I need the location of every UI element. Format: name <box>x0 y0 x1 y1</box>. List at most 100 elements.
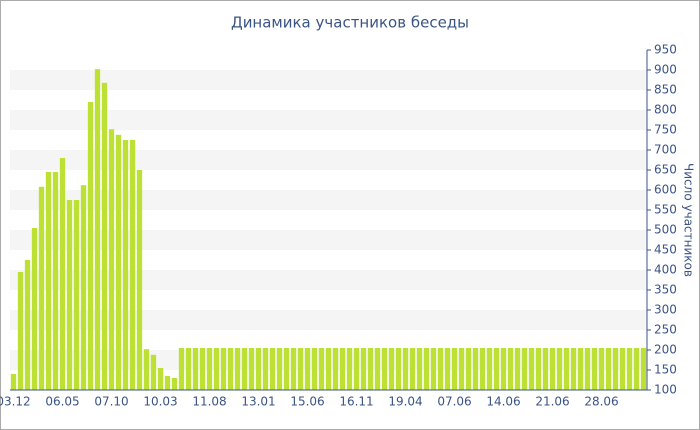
bar <box>556 348 563 390</box>
y-tick-label: 150 <box>654 363 677 377</box>
bar <box>402 348 409 390</box>
bar <box>479 348 486 390</box>
bar <box>164 376 171 390</box>
bar <box>38 186 45 390</box>
bar <box>626 348 633 390</box>
x-tick-label: 28.06 <box>584 395 618 409</box>
bar <box>311 348 318 390</box>
y-tick-label: 800 <box>654 103 677 117</box>
x-tick-label: 10.03 <box>143 395 177 409</box>
bar <box>213 348 220 390</box>
bar <box>332 348 339 390</box>
bar <box>157 368 164 390</box>
bar <box>633 348 640 390</box>
bar <box>549 348 556 390</box>
bar <box>325 348 332 390</box>
bar <box>521 348 528 390</box>
bar <box>101 82 108 391</box>
bar <box>514 348 521 390</box>
y-tick-label: 200 <box>654 343 677 357</box>
y-tick-label: 550 <box>654 203 677 217</box>
bar <box>542 348 549 390</box>
bar <box>577 348 584 390</box>
grid-band <box>10 270 647 290</box>
bar <box>395 348 402 390</box>
bar <box>493 348 500 390</box>
grid-band <box>10 190 647 210</box>
bar <box>129 140 136 390</box>
bar <box>220 348 227 390</box>
y-tick-label: 450 <box>654 243 677 257</box>
y-tick-label: 650 <box>654 163 677 177</box>
bar <box>17 272 24 390</box>
x-tick-label: 14.06 <box>486 395 520 409</box>
y-tick-label: 250 <box>654 323 677 337</box>
bar <box>486 348 493 390</box>
bar <box>87 102 94 390</box>
bar <box>80 185 87 390</box>
x-tick-label: 06.05 <box>45 395 79 409</box>
bar <box>423 348 430 390</box>
y-tick-label: 400 <box>654 263 677 277</box>
bar <box>31 228 38 390</box>
y-tick-label: 300 <box>654 303 677 317</box>
x-tick-label: 21.06 <box>535 395 569 409</box>
bar <box>472 348 479 390</box>
bar <box>150 354 157 390</box>
bar <box>45 172 52 390</box>
bar <box>122 140 129 390</box>
bar <box>318 348 325 390</box>
x-tick-label: 15.06 <box>290 395 324 409</box>
bar <box>640 348 647 390</box>
bar <box>227 348 234 390</box>
bar <box>290 348 297 390</box>
bar <box>24 260 31 390</box>
y-tick-label: 950 <box>654 43 677 57</box>
bar <box>108 129 115 390</box>
y-tick-label: 500 <box>654 223 677 237</box>
bar <box>10 374 17 390</box>
grid-band <box>10 70 647 90</box>
bar <box>136 170 143 390</box>
bar <box>619 348 626 390</box>
y-tick-label: 100 <box>654 383 677 397</box>
bar <box>206 348 213 390</box>
bar <box>66 200 73 390</box>
bar <box>353 348 360 390</box>
bar <box>381 348 388 390</box>
bar <box>500 348 507 390</box>
bar <box>255 348 262 390</box>
x-tick-label: 16.11 <box>339 395 373 409</box>
bar <box>598 348 605 390</box>
x-tick-label: 19.04 <box>388 395 422 409</box>
y-tick-label: 700 <box>654 143 677 157</box>
y-tick-label: 350 <box>654 283 677 297</box>
y-tick-label: 600 <box>654 183 677 197</box>
bar <box>185 348 192 390</box>
bar <box>143 349 150 390</box>
bar <box>507 348 514 390</box>
bar <box>339 348 346 390</box>
y-tick-label: 850 <box>654 83 677 97</box>
y-tick-label: 750 <box>654 123 677 137</box>
bar <box>262 348 269 390</box>
bar <box>451 348 458 390</box>
x-tick-label: 03.12 <box>0 395 31 409</box>
bar <box>465 348 472 390</box>
grid-band <box>10 110 647 130</box>
x-tick-label: 07.10 <box>94 395 128 409</box>
bar <box>409 348 416 390</box>
bar <box>94 69 101 390</box>
bar <box>584 348 591 390</box>
x-tick-label: 07.06 <box>437 395 471 409</box>
bar <box>297 348 304 390</box>
bar <box>535 348 542 390</box>
bar <box>458 348 465 390</box>
bar <box>612 348 619 390</box>
x-tick-label: 11.08 <box>192 395 226 409</box>
x-tick-label: 13.01 <box>241 395 275 409</box>
bar <box>171 378 178 390</box>
bar <box>276 348 283 390</box>
